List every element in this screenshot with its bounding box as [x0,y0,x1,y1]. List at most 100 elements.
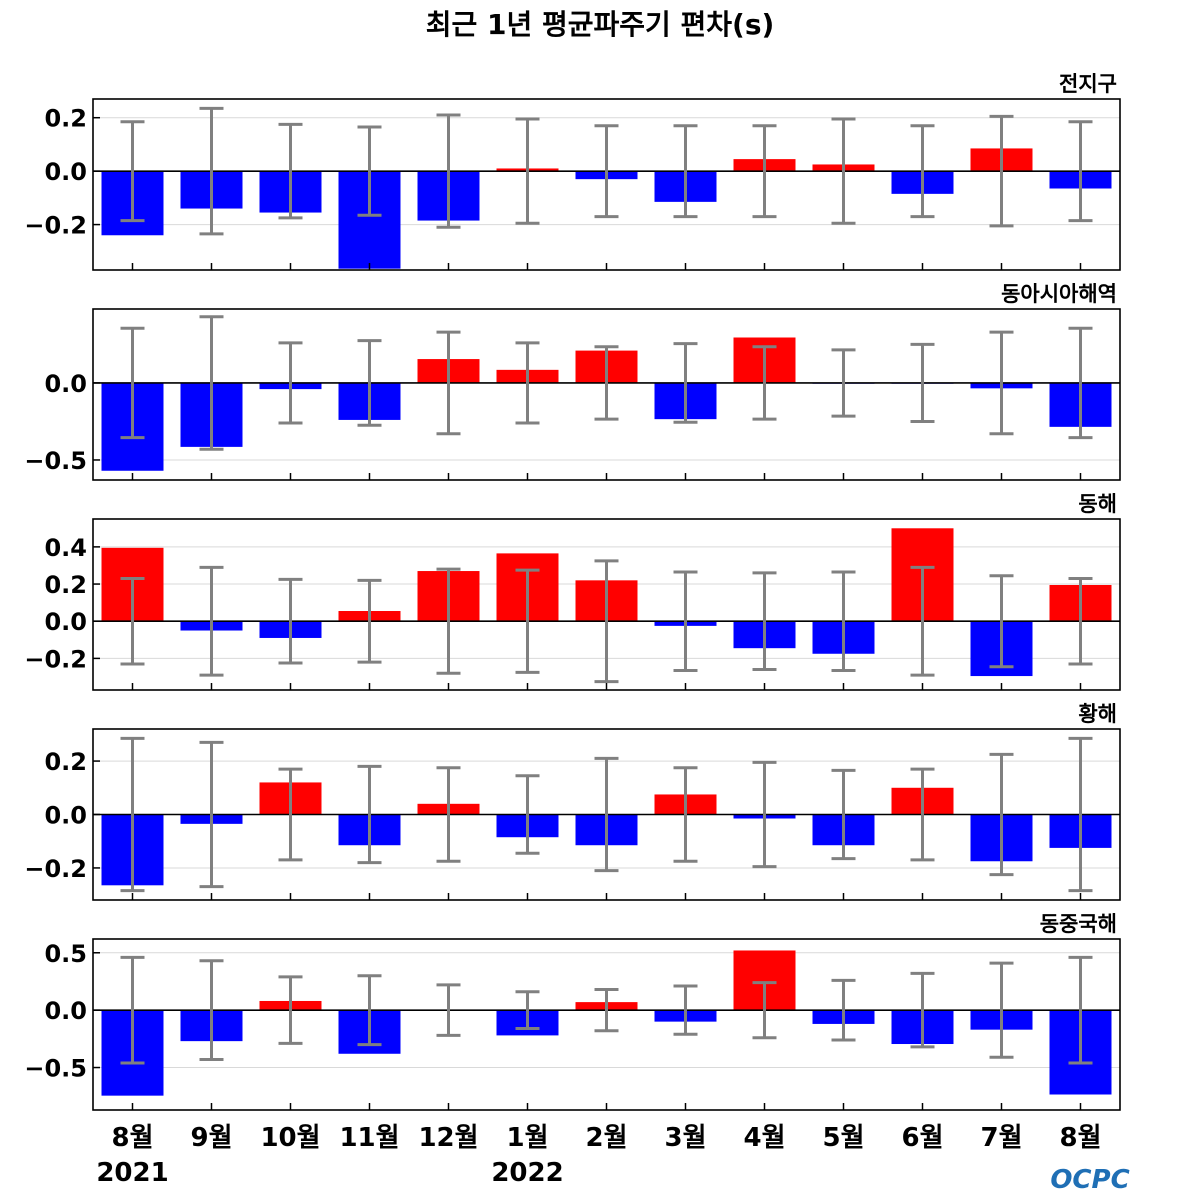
x-tick-label: 6월 [901,1123,943,1153]
error-bar [594,559,619,684]
error-bar [831,348,856,418]
panel-label: 전지구 [1059,72,1117,96]
error-bar [673,124,698,219]
y-tick-label: −0.2 [24,855,87,883]
error-bar [357,974,382,1047]
x-tick-label: 10월 [260,1123,320,1153]
error-bar [436,113,461,229]
x-tick-label: 9월 [190,1123,232,1153]
y-tick-label: 0.0 [44,158,87,186]
x-tick-label: 7월 [980,1123,1022,1153]
x-tick-label: 11월 [339,1123,399,1153]
error-bar [515,774,540,855]
error-bar [910,565,935,677]
error-bar [989,114,1014,228]
x-tick-label: 3월 [664,1123,706,1153]
x-tick-label: 4월 [743,1123,785,1153]
error-bar [594,756,619,873]
year-label: 2021 [96,1158,168,1188]
error-bar [278,341,303,425]
error-bar [910,971,935,1049]
error-bar [1068,326,1093,440]
error-bar [436,330,461,436]
error-bar [1068,736,1093,893]
error-bar [910,124,935,219]
error-bar [1068,120,1093,223]
panel-label: 황해 [1078,702,1117,726]
error-bar [989,961,1014,1059]
y-tick-label: −0.5 [24,1055,87,1083]
panel-label: 동아시아해역 [1001,282,1117,306]
x-tick-label: 12월 [418,1123,478,1153]
error-bar [752,760,777,869]
y-tick-label: 0.0 [44,370,87,398]
error-bar [515,341,540,425]
error-bar [278,767,303,862]
error-bar [120,955,145,1065]
error-bar [831,570,856,672]
y-tick-label: 0.2 [44,748,87,776]
error-bar [831,978,856,1042]
error-bar [673,570,698,672]
error-bar [120,736,145,893]
error-bar [752,571,777,672]
y-tick-label: 0.5 [44,940,87,968]
error-bar [120,326,145,440]
logo-text: OCPC [1050,1165,1129,1195]
error-bar [989,330,1014,436]
error-bar [1068,955,1093,1065]
error-bar [278,122,303,220]
y-tick-label: −0.5 [24,447,87,475]
error-bar [436,983,461,1037]
error-bar [989,574,1014,669]
y-tick-label: 0.0 [44,608,87,636]
error-bar [594,987,619,1033]
error-bar [278,975,303,1045]
error-bar [910,767,935,862]
chart-title: 최근 1년 평균파주기 편차(s) [426,8,775,41]
error-bar [357,764,382,865]
panel-2: 0.0 −0.5 동아시아해역 [24,282,1121,481]
y-tick-label: 0.0 [44,997,87,1025]
y-tick-label: −0.2 [24,212,87,240]
ocpc-logo: OCPC [1050,1165,1129,1195]
panel-4: 0.2 0.0 −0.2 황해 [24,702,1121,901]
error-bar [357,578,382,664]
error-bar [673,342,698,424]
error-bar [515,990,540,1031]
panel-1: 0.2 0.0 −0.2 전지구 [24,72,1121,271]
panel-3: 0.4 0.2 0.0 −0.2 동해 [24,492,1121,691]
error-bar [910,342,935,423]
error-bar [515,568,540,674]
error-bar [199,565,224,677]
y-tick-label: 0.0 [44,802,87,830]
x-tick-label: 8월 [1059,1123,1101,1153]
error-bar [199,959,224,1062]
x-tick-label: 2월 [585,1123,627,1153]
error-bar [594,124,619,219]
error-bar [199,315,224,451]
panel-label: 동해 [1078,492,1117,516]
error-bar [594,345,619,421]
y-tick-label: 0.2 [44,571,87,599]
panel-label: 동중국해 [1040,912,1117,936]
error-bar [436,766,461,863]
y-tick-label: −0.2 [24,645,87,673]
error-bar [199,740,224,889]
error-bar [278,577,303,665]
year-label: 2022 [491,1158,563,1188]
x-tick-label: 8월 [111,1123,153,1153]
error-bar [673,766,698,863]
panel-5: 0.5 0.0 −0.5 동중국해 [24,912,1121,1111]
y-tick-label: 0.4 [44,534,87,562]
error-bar [199,106,224,236]
error-bar [752,124,777,219]
error-bar [752,345,777,421]
error-bar [831,768,856,861]
error-bar [1068,576,1093,666]
error-bar [357,339,382,427]
error-bar [989,752,1014,877]
error-bar [752,981,777,1040]
error-bar [120,120,145,223]
x-axis: 8월 9월 10월 11월 12월 1월 2월 3월 4월 5월 6월 7월 8월 2021 2022 [96,1123,1101,1188]
